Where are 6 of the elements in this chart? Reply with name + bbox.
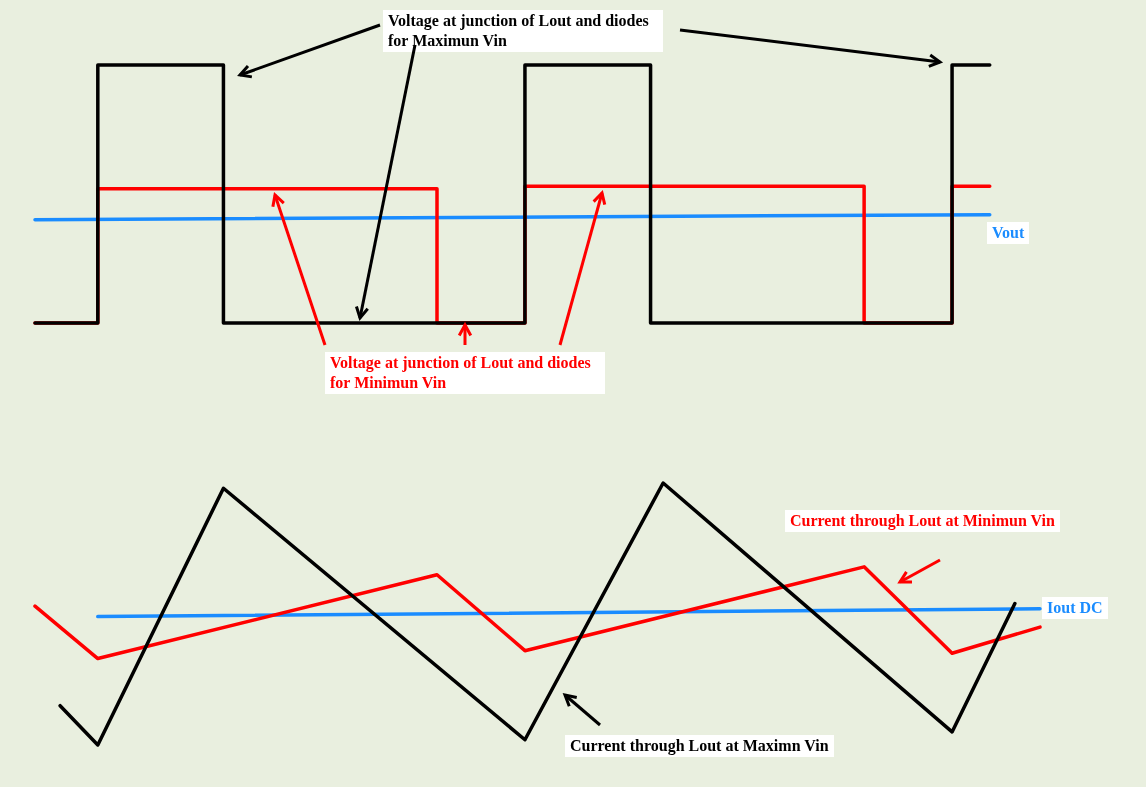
- legend-label: Current through Lout at Maximn Vin: [565, 735, 834, 757]
- text: Current through Lout at Minimun Vin: [785, 510, 1060, 532]
- series-label: Iout DC: [1042, 597, 1108, 619]
- legend-label: Voltage at junction of Lout and diodes for Minimun Vin: [325, 352, 605, 394]
- series-label: Voltage at junction of Lout and diodes for Maximun Vin: [383, 10, 663, 52]
- series-label: Vout: [987, 222, 1030, 244]
